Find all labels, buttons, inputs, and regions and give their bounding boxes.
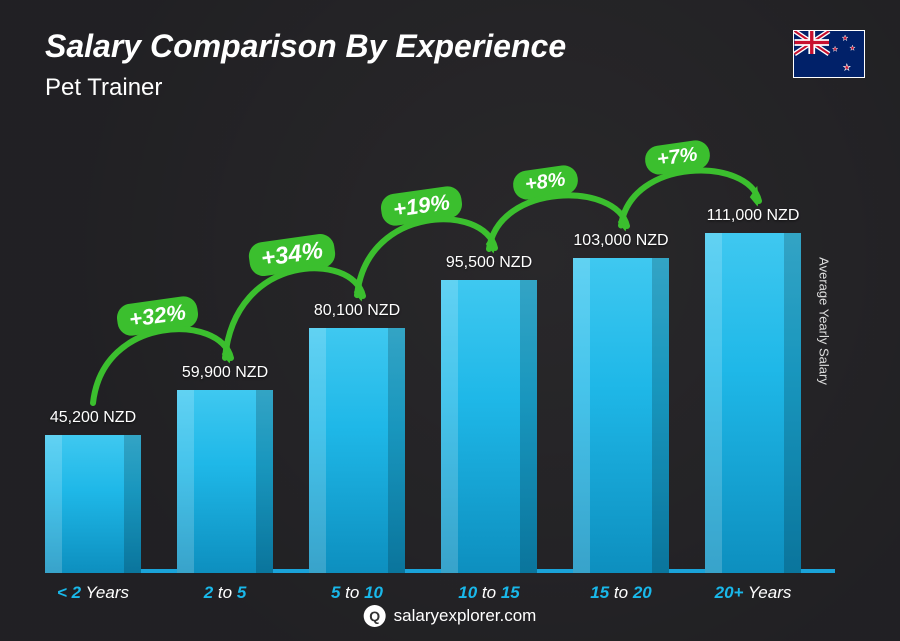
bar	[45, 435, 141, 573]
infographic-container: Salary Comparison By Experience Pet Trai…	[0, 0, 900, 641]
bar-x-label: 5 to 10	[331, 583, 383, 603]
bar-chart: 45,200 NZD< 2 Years59,900 NZD2 to 580,10…	[45, 93, 835, 573]
nz-flag-icon	[793, 30, 865, 78]
chart-title: Salary Comparison By Experience	[45, 28, 566, 65]
footer: Q salaryexplorer.com	[364, 605, 537, 627]
bar-x-label: < 2 Years	[57, 583, 129, 603]
arrow-curve-icon	[609, 147, 771, 250]
bar-x-label: 20+ Years	[715, 583, 792, 603]
bar	[441, 280, 537, 573]
bar	[705, 233, 801, 573]
bar-group: 45,200 NZD< 2 Years	[45, 409, 141, 573]
logo-icon: Q	[364, 605, 386, 627]
bar-group: 111,000 NZD20+ Years	[705, 207, 801, 573]
bar	[573, 258, 669, 573]
bar-x-label: 15 to 20	[590, 583, 651, 603]
footer-text: salaryexplorer.com	[394, 606, 537, 626]
bar-group: 103,000 NZD15 to 20	[573, 232, 669, 573]
bar-x-label: 10 to 15	[458, 583, 519, 603]
bar-x-label: 2 to 5	[204, 583, 247, 603]
